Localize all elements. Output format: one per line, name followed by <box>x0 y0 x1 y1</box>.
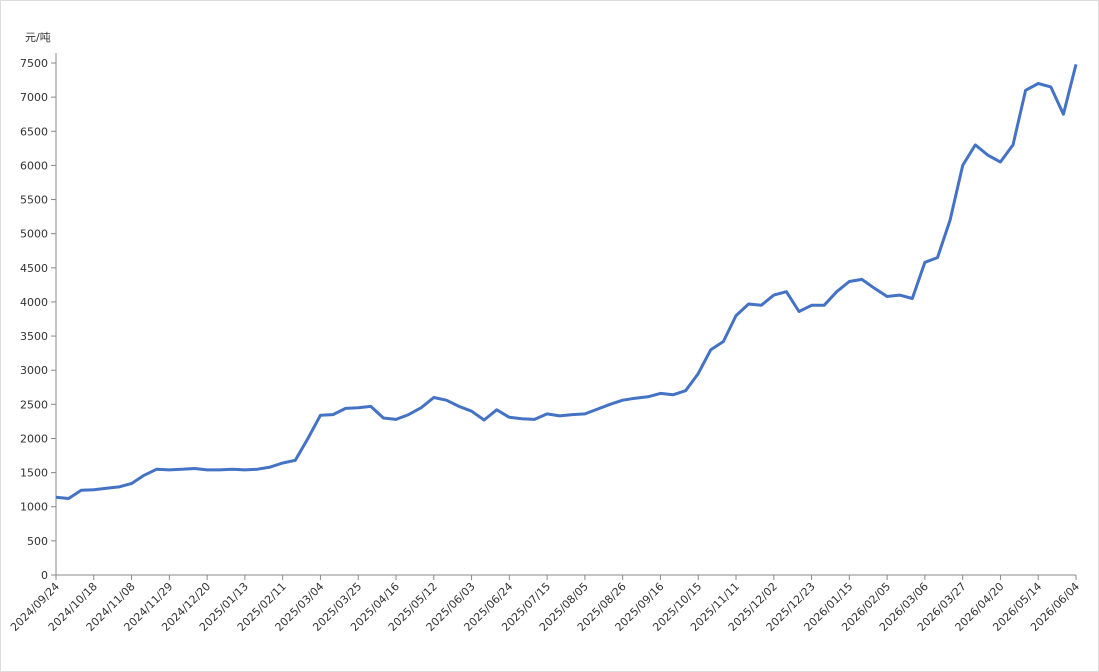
y-tick-label: 1000 <box>20 501 48 514</box>
y-tick-label: 5500 <box>20 194 48 207</box>
y-tick-label: 3000 <box>20 364 48 377</box>
y-tick-label: 5000 <box>20 228 48 241</box>
y-tick-label: 6000 <box>20 159 48 172</box>
y-tick-label: 500 <box>27 535 48 548</box>
y-tick-label: 2500 <box>20 398 48 411</box>
line <box>55 64 1078 500</box>
y-tick-label: 3500 <box>20 330 48 343</box>
y-tick-label: 2000 <box>20 432 48 445</box>
y-tick-label: 4000 <box>20 296 48 309</box>
y-tick-label: 6500 <box>20 125 48 138</box>
y-axis-title: 元/吨 <box>25 31 51 44</box>
y-tick-label: 0 <box>41 569 48 582</box>
y-tick-label: 4500 <box>20 262 48 275</box>
y-tick-label: 7000 <box>20 91 48 104</box>
y-tick-label: 7500 <box>20 57 48 70</box>
y-tick-label: 1500 <box>20 467 48 480</box>
